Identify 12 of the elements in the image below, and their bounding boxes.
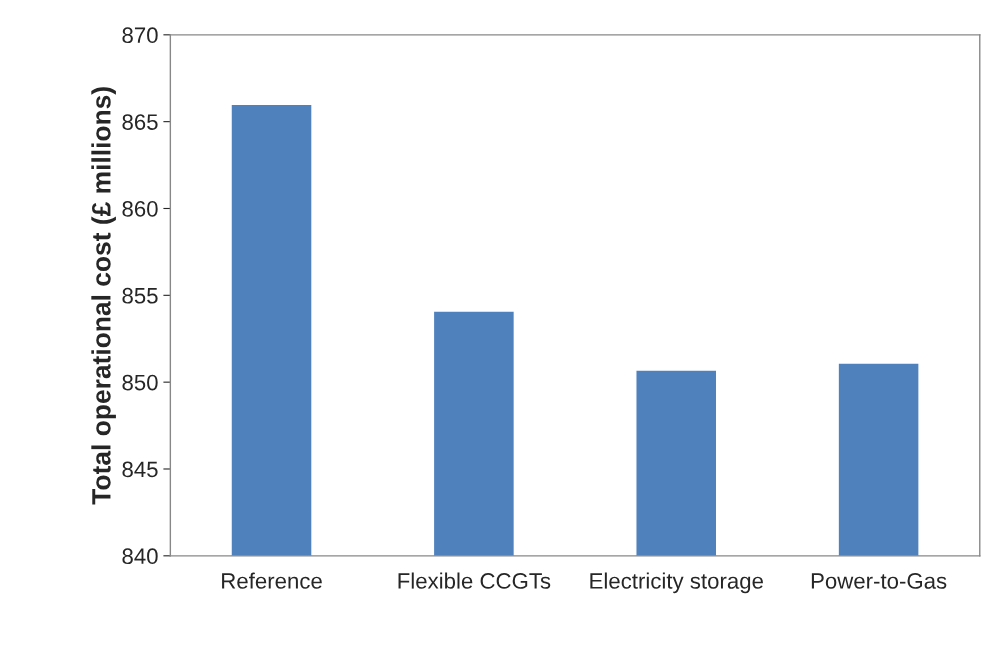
y-tick-label: 850: [122, 374, 158, 391]
x-tick-label: Reference: [222, 572, 322, 589]
y-tick-label: 840: [122, 548, 158, 565]
x-tick-label: Power-to-Gas: [811, 573, 947, 589]
y-tick-label: 860: [122, 201, 158, 217]
y-tick-label: 870: [122, 27, 158, 44]
y-tick-label: 845: [122, 461, 158, 478]
y-tick-label: 855: [122, 287, 158, 304]
x-tick-label: Electricity storage: [590, 572, 763, 594]
y-axis-title: Total operational cost (£ millions): [91, 87, 116, 505]
x-tick-label: Flexible CCGTs: [398, 572, 551, 589]
y-tick-label: 865: [122, 114, 158, 130]
